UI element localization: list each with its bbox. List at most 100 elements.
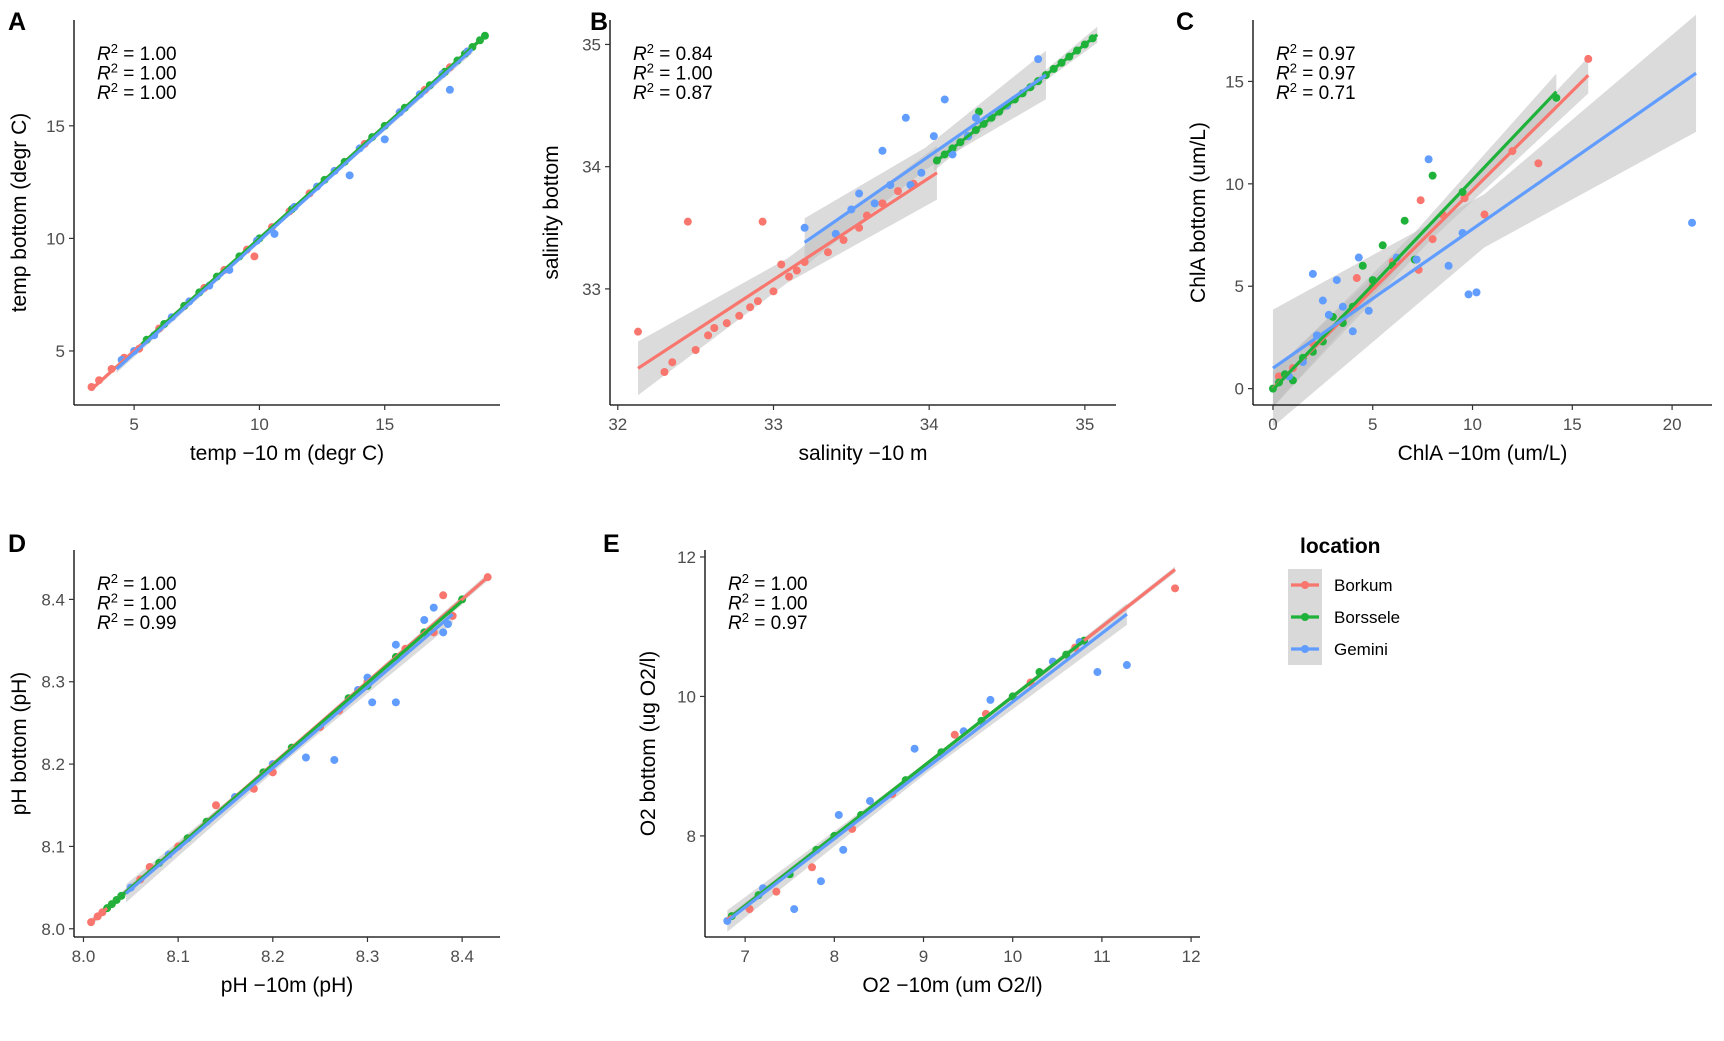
legend-key-point xyxy=(1301,581,1309,589)
r2-symbol: R xyxy=(1276,64,1290,85)
data-point-gemini-b-12 xyxy=(948,150,957,159)
r2-symbol: R xyxy=(1276,44,1290,65)
legend-label: Borkum xyxy=(1334,576,1393,595)
r2-annotation: R2 = 1.00 xyxy=(97,41,177,65)
r2-symbol: R xyxy=(1276,83,1290,104)
x-tick-label: 35 xyxy=(1075,415,1094,434)
r2-value: 1.00 xyxy=(140,44,177,65)
x-tick-label: 20 xyxy=(1663,415,1682,434)
data-point-borkum-b-15 xyxy=(792,266,801,275)
legend-label: Borssele xyxy=(1334,608,1400,627)
x-tick-label: 15 xyxy=(1563,415,1582,434)
r2-value: 1.00 xyxy=(676,64,713,85)
data-point-borkum-b-0 xyxy=(634,327,643,336)
r2-equals: = xyxy=(118,574,140,595)
r2-exponent: 2 xyxy=(111,571,118,586)
r2-symbol: R xyxy=(633,64,647,85)
x-tick-label: 8.0 xyxy=(72,947,96,966)
r2-annotation: R2 = 0.97 xyxy=(1276,41,1356,65)
r2-value: 0.87 xyxy=(676,83,713,104)
panel-label-a: A xyxy=(8,8,26,36)
r2-equals: = xyxy=(118,613,140,634)
data-point-gemini-d-8 xyxy=(368,698,377,707)
data-point-borkum-b-3 xyxy=(683,217,692,226)
data-point-borssele-b-6 xyxy=(974,107,983,116)
r2-annotation: R2 = 1.00 xyxy=(728,571,808,595)
x-axis-title: ChlA −10m (um/L) xyxy=(1398,442,1568,465)
fit-line-borkum-b xyxy=(637,171,938,370)
data-point-borkum-b-17 xyxy=(823,248,832,257)
data-point-borkum-e-5 xyxy=(950,730,959,739)
r2-symbol: R xyxy=(728,613,742,634)
data-point-borkum-c-15 xyxy=(1584,54,1593,63)
data-point-borkum-e-1 xyxy=(772,887,781,896)
data-point-gemini-c-16 xyxy=(1464,290,1473,299)
x-tick-label: 7 xyxy=(740,947,749,966)
legend-item-gemini: Gemini xyxy=(1288,633,1388,665)
panel-e: E 7 8 9 10 11 12 8 10 12 O2 −10m (um O2/l) O2 botto… xyxy=(603,530,1201,997)
r2-exponent: 2 xyxy=(1290,61,1297,76)
r2-annotation: R2 = 1.00 xyxy=(633,61,713,85)
r2-equals: = xyxy=(654,83,676,104)
data-point-gemini-b-7 xyxy=(901,113,910,122)
r2-exponent: 2 xyxy=(1290,41,1297,56)
r2-symbol: R xyxy=(97,574,111,595)
x-tick-label: 5 xyxy=(1368,415,1377,434)
r2-annotation: R2 = 1.00 xyxy=(97,61,177,85)
r2-equals: = xyxy=(749,574,771,595)
x-tick-label: 8 xyxy=(830,947,839,966)
r2-annotation: R2 = 1.00 xyxy=(728,591,808,615)
data-point-gemini-d-9 xyxy=(391,698,400,707)
data-point-gemini-c-7 xyxy=(1338,302,1347,311)
r2-symbol: R xyxy=(728,594,742,615)
y-tick-label: 34 xyxy=(582,158,601,177)
fit-line-gemini-a xyxy=(115,48,474,371)
x-tick-label: 9 xyxy=(919,947,928,966)
data-point-borkum-b-13 xyxy=(777,260,786,269)
data-point-gemini-d-5 xyxy=(330,755,339,764)
data-point-gemini-c-14 xyxy=(1444,261,1453,270)
r2-equals: = xyxy=(1297,44,1319,65)
data-point-gemini-b-16 xyxy=(1034,55,1043,64)
fit-line-gemini-b xyxy=(803,73,1047,244)
panel-c: C 0 5 10 15 20 0 5 10 15 ChlA −10m (um/L) ChlA bott… xyxy=(1176,8,1712,465)
data-point-borkum-b-7 xyxy=(722,319,731,328)
y-tick-label: 8.4 xyxy=(41,590,65,609)
r2-equals: = xyxy=(118,594,140,615)
r2-annotation: R2 = 1.00 xyxy=(97,591,177,615)
r2-annotation: R2 = 1.00 xyxy=(97,80,177,104)
x-tick-label: 10 xyxy=(1463,415,1482,434)
y-tick-label: 15 xyxy=(46,117,65,136)
data-point-borkum-c-4 xyxy=(1352,274,1361,283)
r2-annotation: R2 = 0.84 xyxy=(633,41,713,65)
r2-value: 0.71 xyxy=(1319,83,1356,104)
data-point-gemini-c-10 xyxy=(1364,306,1373,315)
fit-line-borssele-a xyxy=(140,34,487,346)
data-point-borkum-d-6 xyxy=(212,801,220,810)
r2-equals: = xyxy=(654,64,676,85)
data-point-borkum-c-14 xyxy=(1534,159,1543,168)
data-point-gemini-c-5 xyxy=(1324,310,1333,319)
panel-d: D 8.0 8.1 8.2 8.3 8.4 8.0 8.1 8.2 8.3 8.4 pH −10m (… xyxy=(8,530,500,997)
data-point-gemini-c-9 xyxy=(1354,253,1363,262)
y-tick-label: 10 xyxy=(46,229,65,248)
data-point-gemini-e-4 xyxy=(834,810,843,819)
data-point-borssele-c-12 xyxy=(1378,241,1387,250)
y-tick-label: 10 xyxy=(677,687,696,706)
r2-symbol: R xyxy=(97,594,111,615)
data-point-gemini-e-5 xyxy=(839,845,848,854)
r2-equals: = xyxy=(118,44,140,65)
data-point-gemini-b-3 xyxy=(855,189,864,198)
r2-exponent: 2 xyxy=(742,591,749,606)
legend-key-point xyxy=(1301,613,1309,621)
data-point-borssele-c-16 xyxy=(1428,171,1437,180)
r2-symbol: R xyxy=(97,83,111,104)
data-point-gemini-a-12 xyxy=(345,171,354,180)
r2-symbol: R xyxy=(633,44,647,65)
r2-value: 1.00 xyxy=(140,574,177,595)
y-axis-title: ChlA bottom (um/L) xyxy=(1187,122,1210,303)
panel-label-b: B xyxy=(590,8,608,36)
data-point-gemini-d-4 xyxy=(301,753,310,762)
data-point-borssele-c-10 xyxy=(1358,261,1367,270)
